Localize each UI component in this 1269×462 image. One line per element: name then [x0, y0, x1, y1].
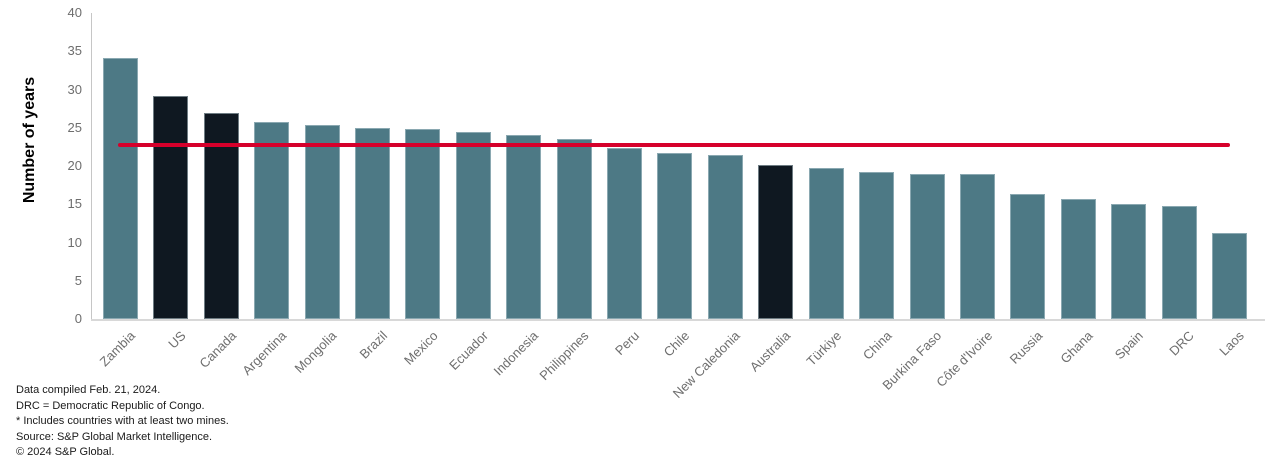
bar-slot-mexico: Mexico — [401, 13, 441, 368]
footnote-line-2: DRC = Democratic Republic of Congo. — [16, 399, 205, 412]
bar-slot-laos: Laos — [1211, 13, 1247, 359]
category-label-us: US — [165, 328, 189, 352]
category-label-mexico: Mexico — [400, 328, 441, 368]
category-label-ghana: Ghana — [1057, 328, 1096, 367]
bar-philippines — [556, 138, 592, 319]
bar-burkina-faso — [909, 173, 945, 319]
bar-laos — [1211, 232, 1247, 319]
category-label-russia: Russia — [1006, 328, 1046, 367]
category-label-philippines: Philippines — [536, 328, 592, 384]
category-label-china: China — [859, 328, 895, 363]
bar-slot-ecuador: Ecuador — [446, 13, 491, 373]
category-label-indonesia: Indonesia — [490, 328, 542, 379]
y-tick-5: 5 — [74, 272, 82, 288]
bar-peru — [607, 147, 643, 319]
bar-us — [153, 96, 189, 319]
y-tick-40: 40 — [67, 5, 82, 20]
y-tick-10: 10 — [67, 234, 82, 250]
bar-slot-c-te-d-ivoire: Côte d'Ivoire — [933, 13, 995, 390]
x-axis-line — [91, 319, 1265, 321]
category-label-mongolia: Mongolia — [291, 328, 340, 376]
category-label-brazil: Brazil — [356, 328, 391, 362]
bar-indonesia — [506, 134, 542, 319]
bars-container: Zambia US Canada Argentina Mongolia Brazil Mex… — [92, 13, 1262, 401]
bar-mexico — [405, 129, 441, 319]
average-reference-line — [118, 143, 1230, 147]
bar-slot-zambia: Zambia — [97, 13, 138, 369]
category-label-laos: Laos — [1216, 328, 1248, 359]
bar-chile — [657, 153, 693, 319]
bar-c-te-d-ivoire — [959, 173, 995, 319]
category-label-spain: Spain — [1112, 328, 1147, 363]
bar-mongolia — [304, 124, 340, 319]
bar-ecuador — [455, 131, 491, 319]
y-tick-30: 30 — [67, 81, 82, 97]
bar-slot-ghana: Ghana — [1058, 13, 1096, 366]
footnote-line-5: © 2024 S&P Global. — [16, 446, 115, 458]
bar-slot-brazil: Brazil — [355, 13, 391, 362]
category-label-chile: Chile — [661, 328, 693, 360]
bar-slot-canada: Canada — [196, 13, 239, 371]
footnote-line-4: Source: S&P Global Market Intelligence. — [16, 430, 213, 443]
footnotes: Data compiled Feb. 21, 2024. DRC = Democr… — [16, 383, 229, 461]
y-tick-35: 35 — [67, 43, 82, 59]
category-label-zambia: Zambia — [96, 328, 139, 370]
category-label-ecuador: Ecuador — [446, 328, 491, 373]
y-tick-15: 15 — [67, 196, 82, 212]
bar-slot-russia: Russia — [1007, 13, 1046, 367]
category-label-argentina: Argentina — [239, 328, 290, 378]
bar-slot-chile: Chile — [657, 13, 693, 360]
bar-australia — [758, 164, 794, 319]
bar-slot-us: US — [153, 13, 189, 351]
category-label-drc: DRC — [1166, 328, 1197, 359]
bar-zambia — [103, 58, 138, 319]
bar-slot-burkina-faso: Burkina Faso — [880, 13, 945, 393]
bar-slot-drc: DRC — [1161, 13, 1197, 359]
bar-slot-australia: Australia — [747, 13, 794, 374]
footnote-line-3: * Includes countries with at least two m… — [16, 415, 229, 427]
y-axis-ticks: 0 5 10 15 20 25 30 35 40 — [0, 0, 84, 340]
bar-brazil — [355, 127, 391, 319]
category-label-t-rkiye: Türkiye — [803, 328, 844, 369]
bar-china — [859, 172, 895, 319]
bar-slot-china: China — [859, 13, 895, 363]
bar-new-caledonia — [707, 154, 743, 319]
y-tick-0: 0 — [74, 311, 82, 326]
bar-slot-t-rkiye: Türkiye — [803, 13, 844, 369]
bar-slot-mongolia: Mongolia — [292, 13, 340, 376]
category-label-canada: Canada — [196, 328, 239, 371]
bar-argentina — [254, 122, 290, 319]
bar-slot-peru: Peru — [607, 13, 643, 358]
bar-ghana — [1060, 198, 1096, 319]
bar-drc — [1161, 205, 1197, 319]
y-tick-25: 25 — [67, 119, 82, 135]
bar-spain — [1111, 204, 1147, 319]
bar-slot-spain: Spain — [1111, 13, 1147, 362]
bar-slot-argentina: Argentina — [239, 13, 290, 378]
bar-canada — [203, 113, 239, 319]
bar-slot-new-caledonia: New Caledonia — [670, 13, 743, 401]
category-label-australia: Australia — [747, 328, 794, 375]
category-label-peru: Peru — [612, 328, 643, 359]
bar-slot-indonesia: Indonesia — [491, 13, 542, 378]
bar-russia — [1010, 193, 1046, 319]
y-tick-20: 20 — [67, 158, 82, 173]
bar-slot-philippines: Philippines — [537, 13, 592, 383]
bar-t-rkiye — [808, 168, 844, 319]
plot-area: Zambia US Canada Argentina Mongolia Brazil Mex… — [91, 13, 1262, 401]
footnote-line-1: Data compiled Feb. 21, 2024. — [16, 384, 161, 396]
